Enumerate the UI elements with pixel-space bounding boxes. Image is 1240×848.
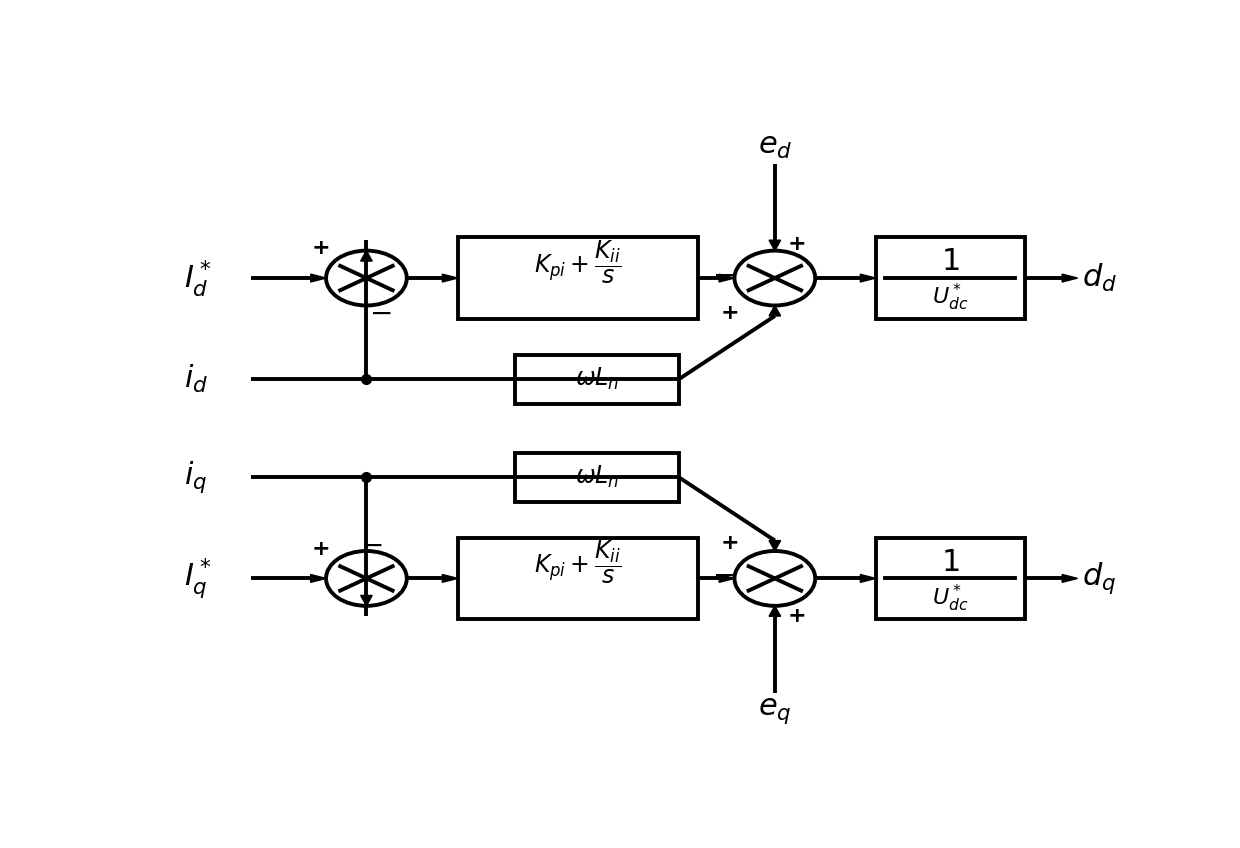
Text: $\omega L_n$: $\omega L_n$ [575, 464, 619, 490]
Text: $-$: $-$ [712, 261, 734, 289]
Text: $U_{dc}^*$: $U_{dc}^*$ [932, 583, 968, 614]
Polygon shape [311, 574, 326, 583]
Polygon shape [443, 274, 458, 282]
Text: $K_{pi}+\dfrac{K_{ii}}{s}$: $K_{pi}+\dfrac{K_{ii}}{s}$ [534, 238, 621, 286]
Polygon shape [361, 595, 372, 605]
Polygon shape [769, 305, 781, 316]
Text: $I_d^*$: $I_d^*$ [184, 258, 211, 298]
Text: $1$: $1$ [941, 548, 960, 577]
Bar [458, 538, 698, 619]
Polygon shape [719, 574, 734, 583]
Text: $I_q^*$: $I_q^*$ [184, 556, 211, 601]
Text: $e_q$: $e_q$ [758, 696, 791, 726]
Text: $d_d$: $d_d$ [1083, 262, 1117, 294]
Polygon shape [361, 251, 372, 261]
Bar [875, 538, 1024, 619]
Polygon shape [1063, 274, 1078, 282]
Text: $i_q$: $i_q$ [184, 460, 207, 495]
Text: $-$: $-$ [360, 531, 382, 559]
Text: $-$: $-$ [712, 561, 734, 589]
Text: $d_q$: $d_q$ [1083, 561, 1116, 596]
Text: $\omega L_n$: $\omega L_n$ [575, 366, 619, 393]
Text: $U_{dc}^*$: $U_{dc}^*$ [932, 282, 968, 313]
Bar [516, 453, 678, 502]
Bar [875, 237, 1024, 319]
Text: $i_d$: $i_d$ [184, 363, 208, 395]
Polygon shape [861, 574, 875, 583]
Polygon shape [861, 274, 875, 282]
Text: +: + [720, 533, 739, 553]
Text: $e_d$: $e_d$ [758, 131, 792, 160]
Text: +: + [787, 605, 806, 626]
Polygon shape [719, 274, 734, 282]
Text: $1$: $1$ [941, 248, 960, 276]
Bar [516, 354, 678, 404]
Bar [458, 237, 698, 319]
Polygon shape [769, 240, 781, 251]
Polygon shape [769, 605, 781, 616]
Text: +: + [787, 234, 806, 254]
Polygon shape [311, 274, 326, 282]
Polygon shape [769, 540, 781, 551]
Text: $K_{pi}+\dfrac{K_{ii}}{s}$: $K_{pi}+\dfrac{K_{ii}}{s}$ [534, 538, 621, 586]
Polygon shape [443, 574, 458, 583]
Text: +: + [312, 238, 331, 258]
Text: +: + [720, 304, 739, 323]
Text: +: + [312, 538, 331, 559]
Text: $-$: $-$ [368, 299, 391, 327]
Polygon shape [1063, 574, 1078, 583]
